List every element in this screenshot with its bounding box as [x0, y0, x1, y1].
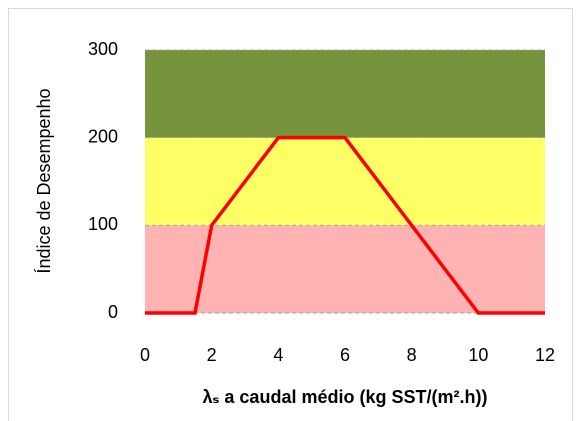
x-tick-label: 0 — [140, 345, 150, 365]
y-tick-label: 200 — [88, 126, 118, 146]
x-tick-label: 12 — [535, 345, 555, 365]
y-tick-label: 0 — [108, 302, 118, 322]
x-tick-label: 10 — [468, 345, 488, 365]
y-axis-title: Índice de Desempenho — [34, 88, 54, 273]
x-tick-label: 2 — [207, 345, 217, 365]
y-tick-label: 300 — [88, 39, 118, 59]
band — [145, 50, 545, 138]
band — [145, 225, 545, 313]
x-tick-label: 6 — [340, 345, 350, 365]
y-tick-label: 100 — [88, 214, 118, 234]
chart-frame — [8, 8, 573, 421]
data-line — [145, 135, 545, 315]
x-tick-label: 4 — [273, 345, 283, 365]
x-axis-title: λₛ a caudal médio (kg SST/(m².h)) — [203, 387, 488, 407]
x-tick-label: 8 — [407, 345, 417, 365]
band — [145, 137, 545, 226]
